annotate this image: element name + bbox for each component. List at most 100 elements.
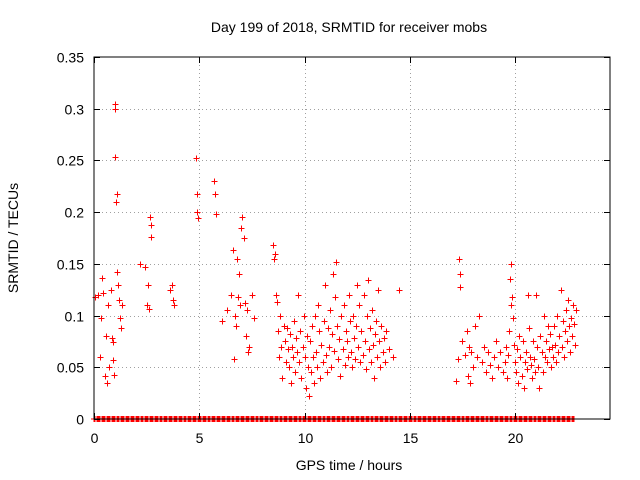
- y-tick-label: 0: [76, 412, 84, 428]
- data-point: [533, 292, 540, 299]
- data-point: [331, 348, 338, 355]
- data-point: [104, 380, 111, 387]
- x-tick-label: 20: [508, 430, 524, 446]
- data-point: [211, 178, 218, 185]
- data-point: [507, 276, 514, 283]
- data-point: [551, 323, 558, 330]
- data-point: [300, 344, 307, 351]
- data-point: [555, 349, 562, 356]
- data-point: [273, 292, 280, 299]
- data-point: [324, 369, 331, 376]
- y-tick-label: 0.2: [65, 205, 85, 221]
- x-axis-label: GPS time / hours: [296, 457, 403, 473]
- data-point: [234, 256, 241, 263]
- data-point: [271, 256, 278, 263]
- data-point: [561, 354, 568, 361]
- data-point: [571, 321, 578, 328]
- data-point: [308, 369, 315, 376]
- data-point: [337, 373, 344, 380]
- data-point: [276, 354, 283, 361]
- data-point: [532, 369, 539, 376]
- data-point: [373, 318, 380, 325]
- data-point: [251, 315, 258, 322]
- data-point: [487, 362, 494, 369]
- data-point: [363, 366, 370, 373]
- data-point: [246, 344, 253, 351]
- data-point: [564, 338, 571, 345]
- data-point: [228, 292, 235, 299]
- data-point: [374, 354, 381, 361]
- data-point: [305, 364, 312, 371]
- data-point: [320, 359, 327, 366]
- data-point: [311, 380, 318, 387]
- x-tick-labels: 0 5 10 15 20: [91, 430, 524, 446]
- data-point: [462, 352, 469, 359]
- data-point: [522, 359, 529, 366]
- data-point: [235, 294, 242, 301]
- data-point: [472, 323, 479, 330]
- data-point: [315, 302, 322, 309]
- data-point: [144, 302, 151, 309]
- data-point: [346, 292, 353, 299]
- data-point: [508, 302, 515, 309]
- data-point: [456, 256, 463, 263]
- data-point: [137, 261, 144, 268]
- data-point: [296, 359, 303, 366]
- data-point: [284, 325, 291, 332]
- data-point: [453, 378, 460, 385]
- y-tick-label: 0.1: [65, 309, 85, 325]
- data-point: [377, 364, 384, 371]
- data-point: [148, 222, 155, 229]
- data-point: [167, 287, 174, 294]
- data-point: [118, 325, 125, 332]
- data-point: [362, 338, 369, 345]
- data-point: [243, 333, 250, 340]
- data-point: [325, 325, 332, 332]
- data-point: [481, 344, 488, 351]
- x-tick-label: 0: [91, 430, 99, 446]
- data-point: [341, 302, 348, 309]
- data-point: [327, 307, 334, 314]
- data-point: [344, 338, 351, 345]
- data-point: [457, 284, 464, 291]
- data-point: [493, 338, 500, 345]
- data-point: [312, 313, 319, 320]
- data-point: [329, 331, 336, 338]
- data-point: [559, 344, 566, 351]
- data-point: [317, 375, 324, 382]
- data-point: [572, 342, 579, 349]
- data-point: [212, 191, 219, 198]
- data-point: [171, 302, 178, 309]
- data-point: [353, 323, 360, 330]
- data-point: [340, 346, 347, 353]
- data-point: [314, 364, 321, 371]
- data-point: [110, 339, 117, 346]
- data-point: [523, 349, 530, 356]
- data-point: [554, 313, 561, 320]
- data-point: [333, 259, 340, 266]
- data-point: [230, 247, 237, 254]
- data-point: [367, 325, 374, 332]
- data-point: [558, 287, 565, 294]
- data-point: [194, 191, 201, 198]
- data-point: [500, 369, 507, 376]
- data-point: [396, 287, 403, 294]
- data-point: [547, 331, 554, 338]
- data-point: [342, 362, 349, 369]
- data-point: [489, 375, 496, 382]
- data-point: [303, 385, 310, 392]
- data-point: [290, 354, 297, 361]
- plot-frame: [93, 56, 611, 420]
- data-point: [516, 333, 523, 340]
- data-point: [354, 282, 361, 289]
- data-point: [534, 344, 541, 351]
- data-point: [112, 154, 119, 161]
- data-point: [105, 302, 112, 309]
- data-point: [368, 359, 375, 366]
- data-point: [321, 318, 328, 325]
- data-point: [502, 359, 509, 366]
- data-point: [382, 359, 389, 366]
- data-point: [525, 292, 532, 299]
- data-point: [274, 299, 281, 306]
- data-point: [479, 359, 486, 366]
